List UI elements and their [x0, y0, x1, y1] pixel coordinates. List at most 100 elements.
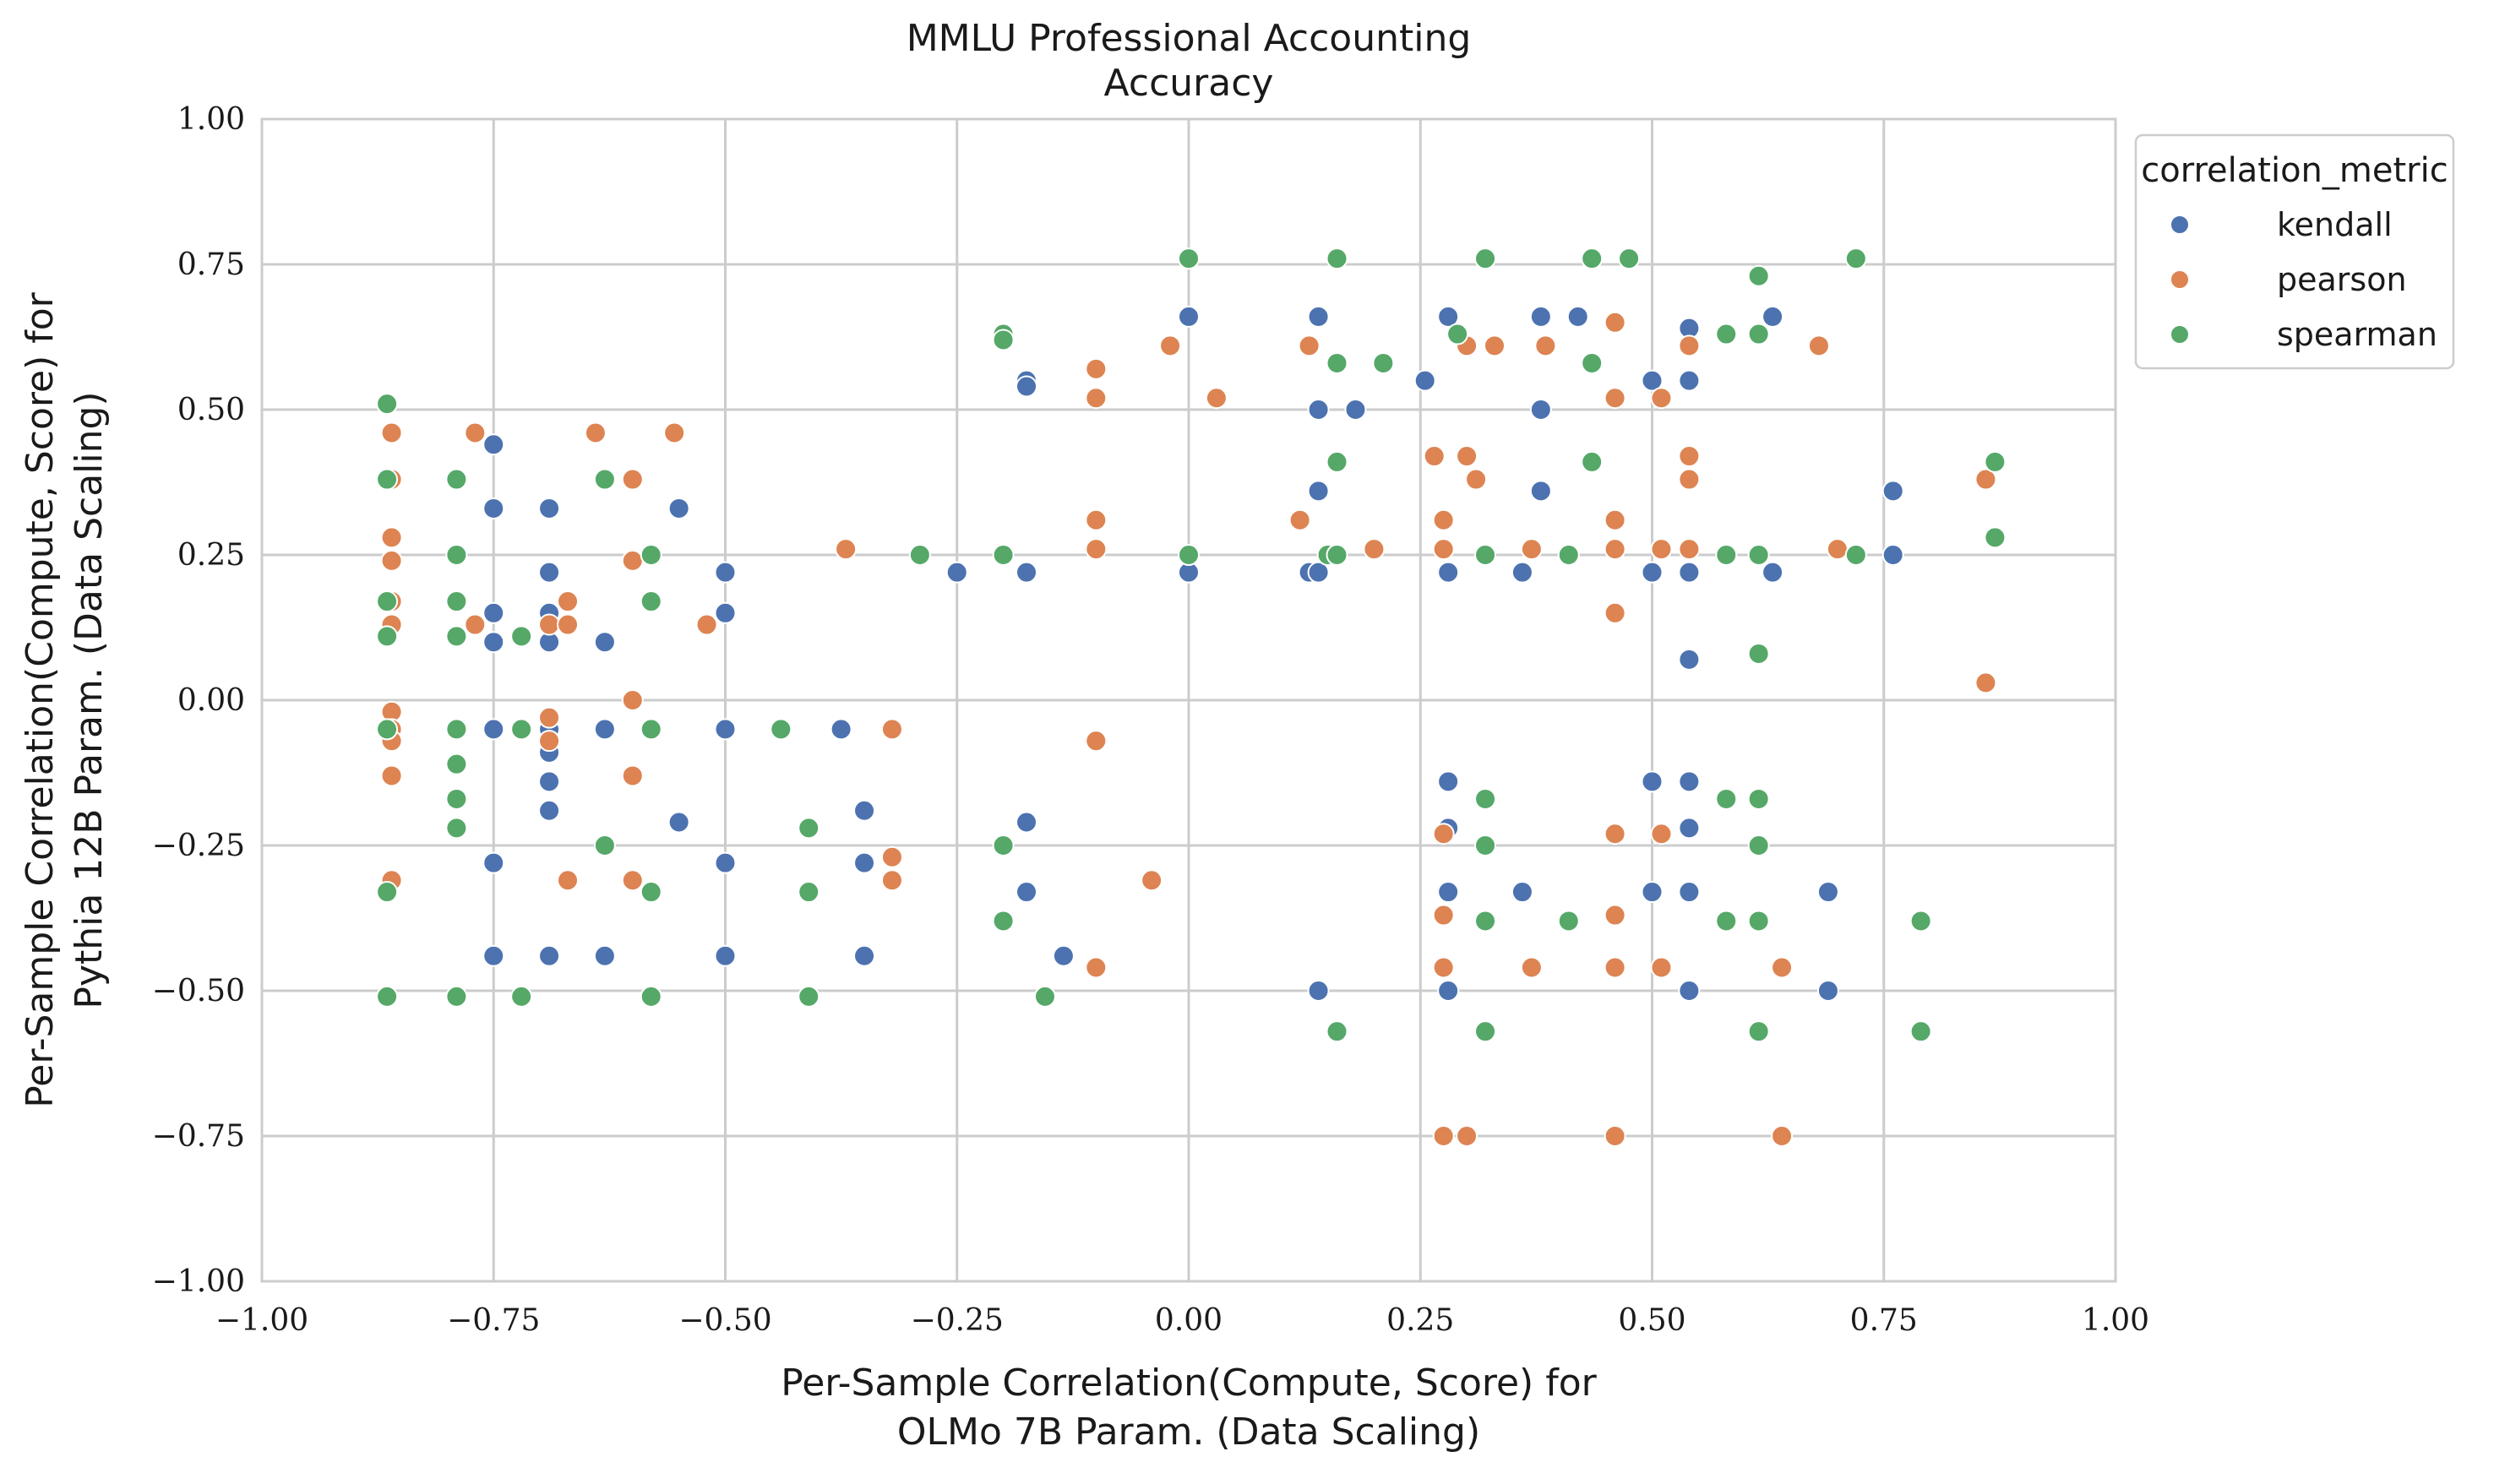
pearson-point [1205, 387, 1228, 410]
pearson-point [380, 764, 403, 787]
spearman-point [1715, 787, 1738, 810]
kendall-point [1641, 881, 1664, 904]
kendall-point [482, 944, 505, 967]
pearson-point [1604, 823, 1626, 845]
spearman-point [1715, 323, 1738, 345]
kendall-point [1816, 881, 1839, 904]
spearman-point [1326, 247, 1348, 270]
pearson-point [1604, 1125, 1626, 1147]
spearman-point [1747, 323, 1770, 345]
pearson-point [1604, 601, 1626, 624]
spearman-point [1474, 787, 1497, 810]
kendall-point [1437, 980, 1460, 1002]
pearson-point [1604, 956, 1626, 979]
spearman-point [640, 881, 662, 904]
y-tick-label: −0.25 [152, 829, 245, 863]
pearson-point [1298, 334, 1321, 357]
y-axis-label-line1: Per-Sample Correlation(Compute, Score) f… [19, 291, 62, 1107]
pearson-point [1484, 334, 1506, 357]
pearson-point [1432, 904, 1455, 927]
pearson-point [1432, 1125, 1455, 1147]
pearson-point [1085, 538, 1108, 561]
pearson-point [1423, 445, 1446, 468]
spearman-point [1326, 1020, 1348, 1043]
spearman-point [992, 544, 1015, 566]
spearman-point [1747, 834, 1770, 856]
kendall-point [1762, 305, 1784, 328]
pearson-point [1520, 956, 1543, 979]
legend-marker-pearson [2170, 269, 2190, 290]
spearman-point [445, 817, 468, 840]
x-tick-label: −0.25 [911, 1303, 1004, 1338]
pearson-point [380, 421, 403, 444]
spearman-point [1984, 526, 2007, 549]
spearman-point [593, 834, 616, 856]
pearson-point [1465, 468, 1488, 491]
kendall-point [1437, 561, 1460, 584]
pearson-point [1678, 538, 1701, 561]
legend-marker-kendall [2170, 215, 2190, 235]
spearman-point [1474, 1020, 1497, 1043]
spearman-point [376, 468, 399, 491]
kendall-point [1678, 369, 1701, 392]
pearson-point [621, 869, 644, 892]
kendall-point [853, 799, 876, 822]
spearman-point [1557, 544, 1580, 566]
kendall-point [1566, 305, 1589, 328]
spearman-point [1747, 1020, 1770, 1043]
spearman-point [1581, 450, 1604, 473]
spearman-point [1844, 247, 1867, 270]
spearman-point [1557, 910, 1580, 932]
legend-marker-spearman [2170, 324, 2190, 345]
kendall-point [945, 561, 968, 584]
kendall-point [482, 851, 505, 874]
spearman-point [992, 910, 1015, 932]
pearson-point [1650, 956, 1673, 979]
spearman-point [1474, 544, 1497, 566]
pearson-point [695, 613, 718, 636]
kendall-point [1762, 561, 1784, 584]
pearson-point [557, 869, 580, 892]
pearson-point [557, 613, 580, 636]
kendall-point [1529, 305, 1552, 328]
kendall-point [1641, 770, 1664, 793]
series-spearman [376, 247, 2007, 1043]
spearman-point [798, 881, 820, 904]
y-tick-label: −1.00 [152, 1264, 245, 1299]
kendall-point [1678, 770, 1701, 793]
pearson-point [880, 845, 903, 868]
legend-label-pearson: pearson [2277, 261, 2407, 298]
kendall-point [1529, 480, 1552, 503]
kendall-point [714, 561, 737, 584]
spearman-point [640, 590, 662, 613]
pearson-point [1432, 956, 1455, 979]
pearson-point [621, 549, 644, 572]
kendall-point [1511, 561, 1533, 584]
pearson-point [1534, 334, 1557, 357]
kendall-point [1307, 480, 1330, 503]
kendall-point [830, 718, 852, 741]
spearman-point [770, 718, 792, 741]
pearson-point [464, 421, 487, 444]
legend: correlation_metric kendall pearson spear… [2134, 133, 2455, 370]
spearman-point [798, 817, 820, 840]
kendall-point [1052, 944, 1075, 967]
spearman-point [798, 985, 820, 1008]
kendall-point [1511, 881, 1533, 904]
spearman-point [1178, 247, 1200, 270]
spearman-point [376, 590, 399, 613]
pearson-point [380, 526, 403, 549]
x-tick-label: 0.50 [1618, 1303, 1685, 1338]
pearson-point [1650, 387, 1673, 410]
kendall-point [1307, 561, 1330, 584]
spearman-point [1747, 544, 1770, 566]
kendall-point [482, 631, 505, 654]
kendall-point [1641, 369, 1664, 392]
kendall-point [482, 718, 505, 741]
pearson-point [1826, 538, 1849, 561]
y-tick-label: 0.50 [177, 393, 245, 427]
kendall-point [538, 799, 561, 822]
kendall-point [1816, 980, 1839, 1002]
spearman-point [510, 718, 533, 741]
y-axis-label-line2: Pythia 12B Param. (Data Scaling) [68, 391, 111, 1008]
